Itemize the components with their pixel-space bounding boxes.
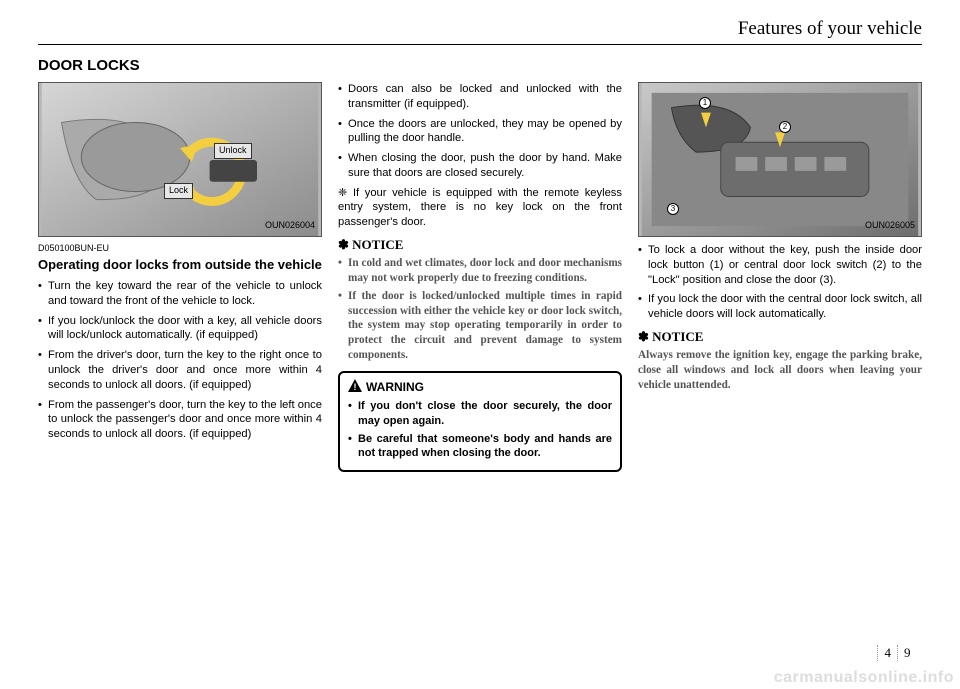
- warning-label: WARNING: [366, 380, 424, 396]
- figure-code-2: OUN026005: [865, 220, 915, 232]
- callout-2: 2: [779, 121, 791, 133]
- warning-list: If you don't close the door securely, th…: [348, 399, 612, 460]
- list-item: From the driver's door, turn the key to …: [38, 348, 322, 392]
- warning-box: ! WARNING If you don't close the door se…: [338, 371, 622, 472]
- list-item: To lock a door without the key, push the…: [638, 243, 922, 287]
- door-inside-illustration: [639, 83, 921, 236]
- header-rule: [38, 44, 922, 45]
- col1-bullets: Turn the key toward the rear of the vehi…: [38, 279, 322, 442]
- column-3: 1 2 3 OUN026005 To lock a door without t…: [638, 82, 922, 472]
- three-column-layout: Lock Unlock OUN026004 D050100BUN-EU Oper…: [38, 82, 922, 472]
- warning-heading: ! WARNING: [348, 379, 612, 397]
- door-key-illustration: [39, 83, 321, 236]
- unlock-label: Unlock: [214, 143, 252, 159]
- section-title: DOOR LOCKS: [38, 57, 922, 74]
- list-item: If you don't close the door securely, th…: [348, 399, 612, 428]
- page-number: 4 9: [877, 645, 924, 661]
- chapter-title: Features of your vehicle: [38, 18, 922, 40]
- list-item: If you lock the door with the central do…: [638, 292, 922, 322]
- reference-code: D050100BUN-EU: [38, 243, 322, 255]
- list-item: From the passenger's door, turn the key …: [38, 398, 322, 442]
- figure-door-key: Lock Unlock OUN026004: [38, 82, 322, 237]
- page-major: 4: [878, 645, 898, 661]
- list-item: Turn the key toward the rear of the vehi…: [38, 279, 322, 309]
- figure-code-1: OUN026004: [265, 220, 315, 232]
- figure-door-inside: 1 2 3 OUN026005: [638, 82, 922, 237]
- col3-bullets: To lock a door without the key, push the…: [638, 243, 922, 322]
- list-item: If you lock/unlock the door with a key, …: [38, 314, 322, 344]
- svg-text:!: !: [354, 382, 357, 392]
- list-item: Doors can also be locked and unlocked wi…: [338, 82, 622, 112]
- notice-body-2: Always remove the ignition key, engage t…: [638, 348, 922, 392]
- list-item: If the door is locked/unlocked multiple …: [338, 289, 622, 363]
- callout-3: 3: [667, 203, 679, 215]
- column-2: Doors can also be locked and unlocked wi…: [338, 82, 622, 472]
- col2-bullets: Doors can also be locked and unlocked wi…: [338, 82, 622, 181]
- subsection-heading: Operating door locks from outside the ve…: [38, 257, 322, 273]
- notice-heading: ✽ NOTICE: [338, 236, 622, 253]
- footnote-text: ❈ If your vehicle is equipped with the r…: [338, 186, 622, 230]
- column-1: Lock Unlock OUN026004 D050100BUN-EU Oper…: [38, 82, 322, 472]
- list-item: Be careful that someone's body and hands…: [348, 432, 612, 461]
- list-item: Once the doors are unlocked, they may be…: [338, 117, 622, 147]
- callout-1: 1: [699, 97, 711, 109]
- lock-label: Lock: [164, 183, 193, 199]
- watermark: carmanualsonline.info: [774, 669, 954, 687]
- warning-triangle-icon: !: [348, 379, 362, 397]
- list-item: When closing the door, push the door by …: [338, 151, 622, 181]
- list-item: In cold and wet climates, door lock and …: [338, 256, 622, 286]
- notice-heading-2: ✽ NOTICE: [638, 328, 922, 345]
- page-minor: 9: [904, 645, 924, 661]
- notice-body: In cold and wet climates, door lock and …: [338, 256, 622, 362]
